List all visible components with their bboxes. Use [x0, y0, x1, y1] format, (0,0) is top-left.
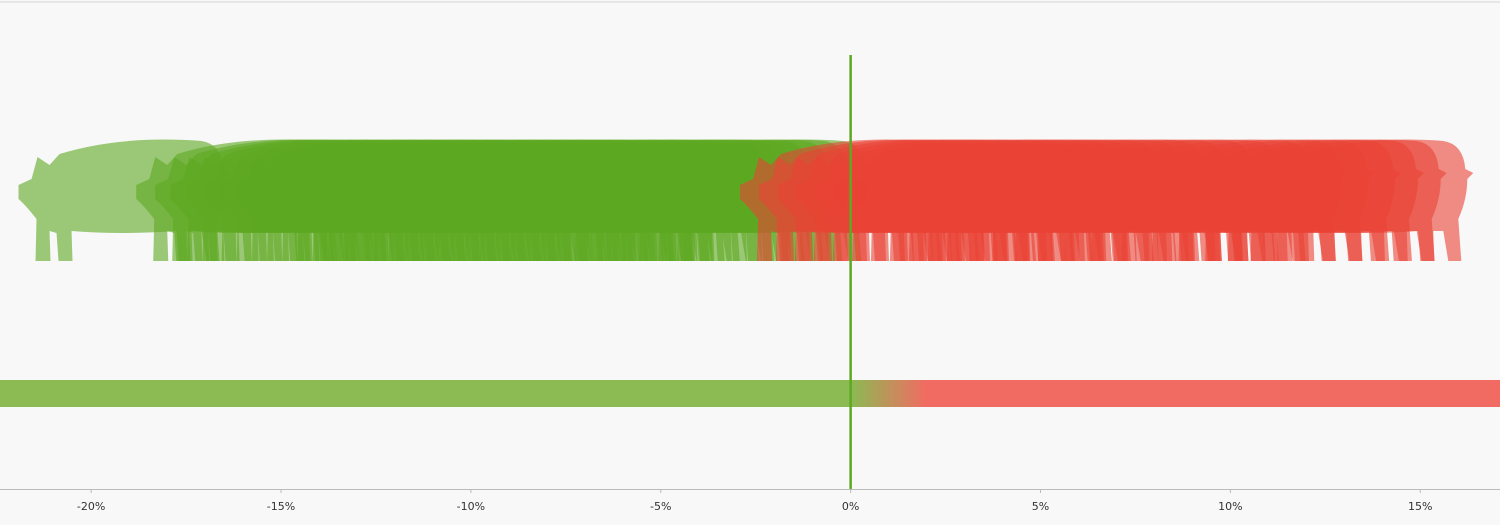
x-tick-label: 15% — [1408, 500, 1432, 513]
x-tick-label: -15% — [267, 500, 295, 513]
x-tick-label: 0% — [842, 500, 859, 513]
x-tick-label: -10% — [457, 500, 485, 513]
x-tick-label: 10% — [1218, 500, 1242, 513]
x-tick-label: -5% — [650, 500, 671, 513]
gradient-band — [0, 380, 1500, 407]
pig-mark — [1260, 139, 1474, 261]
x-tick-label: 5% — [1032, 500, 1049, 513]
x-tick-label: -20% — [77, 500, 105, 513]
pig-layer — [18, 139, 1474, 261]
